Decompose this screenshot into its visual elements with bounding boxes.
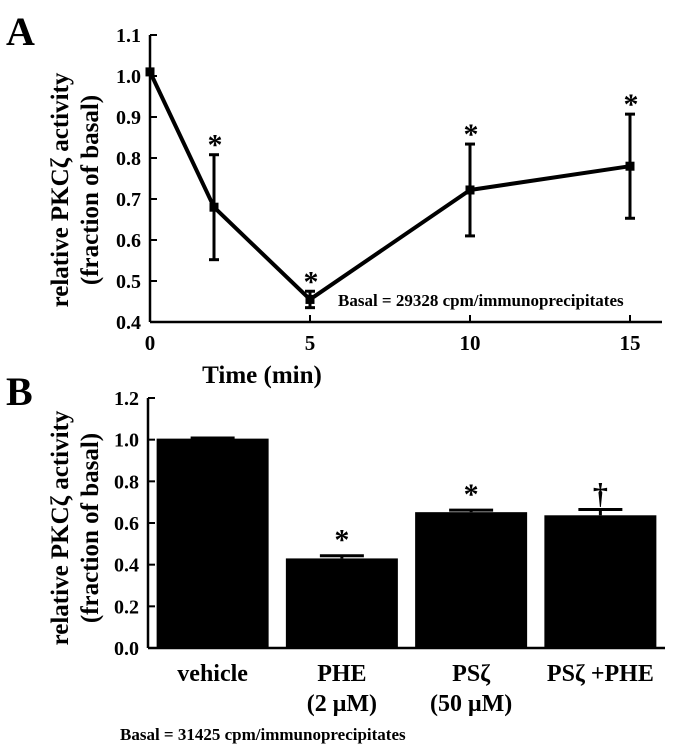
panel-a-ticks: 0.4 0.5 0.6 0.7 0.8 0.9 1.0 1.1 0 5 10 15 (116, 25, 641, 355)
panel-b-y-tick-label: 0.8 (114, 471, 139, 493)
panel-a-x-tick-label: 10 (460, 331, 481, 355)
panel-a-y-tick-label: 0.8 (116, 148, 141, 170)
panel-a-y-tick-label: 0.7 (116, 189, 141, 211)
panel-a-ylabel-line1: relative PKCζ activity (47, 72, 74, 307)
panel-b-ticks: 0.0 0.2 0.4 0.6 0.8 1.0 1.2 (114, 388, 155, 660)
panel-b-bar (156, 438, 269, 648)
panel-a-y-tick-label: 0.9 (116, 107, 141, 129)
panel-a-y-tick-label: 0.5 (116, 271, 141, 293)
panel-a-basal-note: Basal = 29328 cpm/immunoprecipitates (338, 291, 624, 310)
panel-a-series-line (148, 71, 631, 302)
panel-a-y-tick-label: 1.0 (116, 66, 141, 88)
panel-b-basal-note: Basal = 31425 cpm/immunoprecipitates (120, 725, 406, 744)
panel-b-category-label: PSζ +PHE (547, 661, 654, 687)
panel-b-y-tick-label: 0.4 (114, 555, 139, 577)
panel-b-bar (285, 558, 398, 648)
panel-a-x-tick-label: 5 (305, 331, 316, 355)
panel-a-data-point (625, 161, 635, 171)
panel-b-y-tick-label: 0.0 (114, 638, 139, 660)
panel-a-significance-marker: * (624, 88, 639, 121)
panel-b-category-label: PHE (317, 661, 366, 687)
panel-a-x-tick-label: 15 (620, 331, 641, 355)
panel-b-y-tick-label: 0.6 (114, 513, 139, 535)
panel-b-label: B (6, 369, 33, 414)
panel-b-ylabel-line2: (fraction of basal) (77, 433, 104, 623)
panel-b-significance-marker: * (334, 524, 349, 557)
panel-b-bars: * * † (156, 436, 657, 648)
panel-a-y-axis-label: relative PKCζ activity (fraction of basa… (47, 72, 104, 307)
panel-b-significance-marker: † (593, 477, 608, 510)
panel-b: B relative PKCζ activity (fraction of ba… (6, 369, 665, 744)
panel-a-data-point (209, 202, 219, 212)
panel-a: A relative PKCζ activity (fraction of ba… (6, 9, 662, 389)
panel-a-data-point (145, 67, 155, 77)
panel-a-series: * * * * (145, 67, 639, 310)
panel-b-category-label: vehicle (177, 661, 248, 687)
panel-a-x-axis-label: Time (min) (202, 362, 322, 389)
panel-b-y-tick-label: 1.2 (114, 388, 139, 410)
panel-a-y-tick-label: 1.1 (116, 25, 141, 47)
panel-b-y-tick-label: 0.2 (114, 596, 139, 618)
panel-a-data-point (305, 294, 315, 304)
panel-b-ylabel-line1: relative PKCζ activity (47, 410, 74, 645)
panel-a-ylabel-line2: (fraction of basal) (77, 95, 104, 285)
panel-a-axes (148, 35, 662, 324)
panel-b-category-labels: vehicle PHE (2 μM) PSζ (50 μM) PSζ +PHE (177, 661, 654, 717)
panel-a-y-tick-label: 0.4 (116, 312, 141, 334)
panel-b-y-tick-label: 1.0 (114, 430, 139, 452)
panel-a-data-point (465, 185, 475, 195)
panel-b-bar (544, 515, 657, 648)
panel-b-category-sublabel: (50 μM) (430, 691, 512, 717)
panel-b-category-sublabel: (2 μM) (307, 691, 377, 717)
panel-a-y-tick-label: 0.6 (116, 230, 141, 252)
panel-a-significance-marker: * (304, 265, 319, 298)
panel-b-bar (415, 512, 528, 648)
panel-b-significance-marker: * (464, 478, 479, 511)
panel-b-y-axis-label: relative PKCζ activity (fraction of basa… (47, 410, 104, 645)
panel-a-significance-marker: * (208, 129, 223, 162)
panel-b-category-label: PSζ (452, 661, 491, 687)
panel-a-x-tick-label: 0 (145, 331, 156, 355)
panel-a-label: A (6, 9, 35, 54)
panel-a-significance-marker: * (464, 118, 479, 151)
